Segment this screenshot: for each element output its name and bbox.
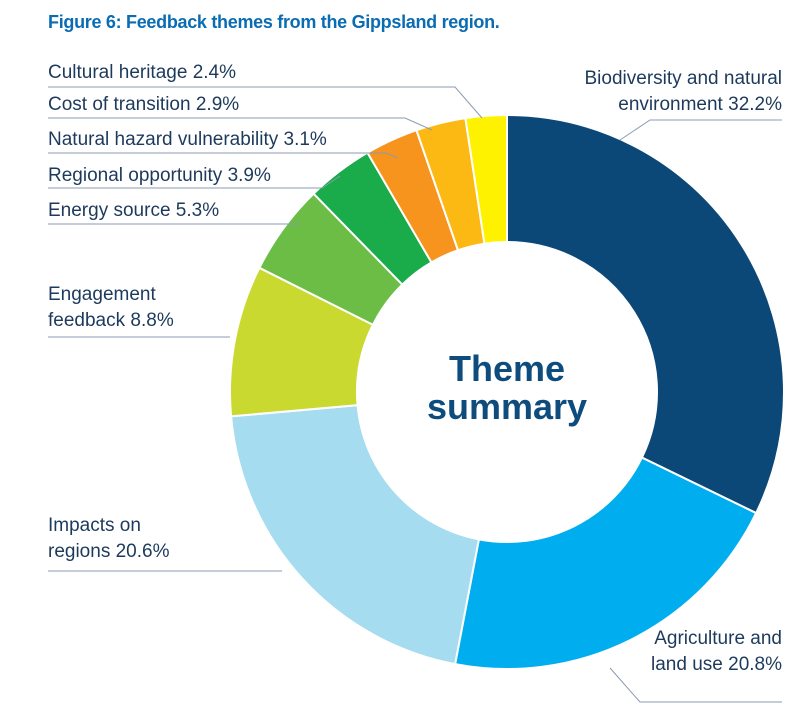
leader-line xyxy=(48,86,483,119)
donut-slice xyxy=(464,113,508,245)
category-name: Agriculture and land use xyxy=(651,628,782,675)
slice-label: Engagement feedback 8.8% xyxy=(48,282,218,334)
leader-line xyxy=(619,119,782,141)
value-label: 20.8% xyxy=(728,654,782,675)
category-name: Biodiversity and natural environment xyxy=(584,68,783,115)
value-label: 5.3% xyxy=(175,200,220,221)
category-name: Impacts on regions xyxy=(48,515,141,562)
value-label: 3.1% xyxy=(283,129,327,150)
value-label: 8.8% xyxy=(130,310,174,331)
donut-slice xyxy=(453,456,758,670)
category-name: Energy source xyxy=(48,200,171,221)
slice-label: Impacts on regions 20.6% xyxy=(48,513,188,565)
value-label: 32.2% xyxy=(728,94,782,115)
slice-label: Regional opportunity 3.9% xyxy=(48,163,271,189)
leader-line xyxy=(48,152,399,159)
value-label: 20.6% xyxy=(115,541,170,562)
donut-slice xyxy=(506,113,785,515)
donut-slice xyxy=(229,404,481,666)
chart-title: Figure 6: Feedback themes from the Gipps… xyxy=(48,12,500,32)
slice-label: Energy source 5.3% xyxy=(48,198,219,224)
center-label: Theme summary xyxy=(426,348,588,427)
value-label: 2.4% xyxy=(192,62,237,83)
category-name: Engagement feedback xyxy=(48,284,156,331)
value-label: 2.9% xyxy=(195,94,240,115)
category-name: Cultural heritage xyxy=(48,62,188,83)
slice-label: Agriculture and land use 20.8% xyxy=(632,626,782,678)
slice-label: Biodiversity and natural environment 32.… xyxy=(512,66,783,118)
category-name: Cost of transition xyxy=(48,94,191,115)
slice-label: Cost of transition 2.9% xyxy=(48,92,239,118)
slice-label: Natural hazard vulnerability 3.1% xyxy=(48,127,327,153)
leader-line xyxy=(48,175,341,189)
category-name: Regional opportunity xyxy=(48,165,223,186)
value-label: 3.9% xyxy=(227,165,271,186)
leader-line xyxy=(48,117,433,131)
category-name: Natural hazard vulnerability xyxy=(48,129,279,150)
leader-line xyxy=(609,667,782,703)
slice-label: Cultural heritage 2.4% xyxy=(48,60,236,86)
